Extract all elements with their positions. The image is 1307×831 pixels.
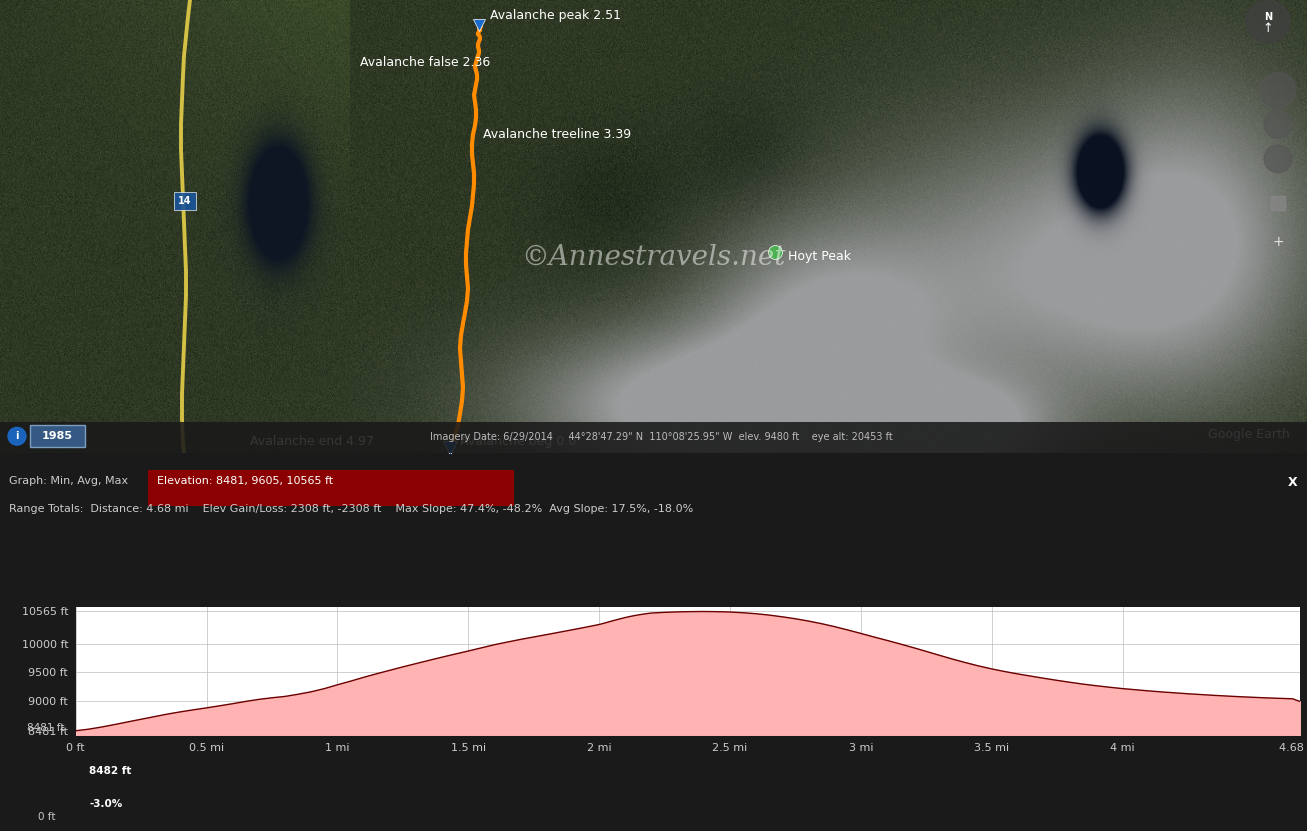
Text: Avalanche end 4.97: Avalanche end 4.97 [250,435,374,448]
Circle shape [1264,111,1293,138]
Circle shape [8,427,26,445]
Text: 14: 14 [178,196,192,206]
Bar [174,192,196,209]
Text: -3.0%: -3.0% [89,799,123,809]
Text: Avalanche peak 2.51: Avalanche peak 2.51 [490,8,621,22]
Text: Avalanche beg 0.0: Avalanche beg 0.0 [460,435,576,448]
Text: Hoyt Peak: Hoyt Peak [788,250,851,263]
Text: Imagery Date: 6/29/2014     44°28'47.29" N  110°08'25.95" W  elev. 9480 ft    ey: Imagery Date: 6/29/2014 44°28'47.29" N 1… [430,432,893,442]
Circle shape [1260,72,1297,108]
Text: +: + [1272,235,1283,249]
Text: i: i [16,431,18,441]
Text: 8481 ft: 8481 ft [27,723,64,733]
Text: Elevation: 8481, 9605, 10565 ft: Elevation: 8481, 9605, 10565 ft [157,475,333,485]
Text: Graph: Min, Avg, Max: Graph: Min, Avg, Max [9,475,135,485]
Bar [30,425,85,447]
FancyBboxPatch shape [148,470,514,506]
Text: 1985: 1985 [42,431,72,441]
Text: Avalanche treeline 3.39: Avalanche treeline 3.39 [484,128,631,140]
Text: N: N [1264,12,1272,22]
Text: 8482 ft: 8482 ft [89,765,131,776]
Text: 0 ft: 0 ft [38,812,55,822]
Text: ↑: ↑ [1263,22,1273,35]
Text: ©Annestravels.net: ©Annestravels.net [520,243,786,270]
Circle shape [1264,145,1293,173]
Text: X: X [1289,475,1298,489]
Circle shape [1246,0,1290,43]
Text: Avalanche false 2.36: Avalanche false 2.36 [359,57,490,69]
Text: Google Earth: Google Earth [1208,428,1290,441]
Bar [0,421,1307,453]
Text: Range Totals:  Distance: 4.68 mi    Elev Gain/Loss: 2308 ft, -2308 ft    Max Slo: Range Totals: Distance: 4.68 mi Elev Gai… [9,504,694,514]
